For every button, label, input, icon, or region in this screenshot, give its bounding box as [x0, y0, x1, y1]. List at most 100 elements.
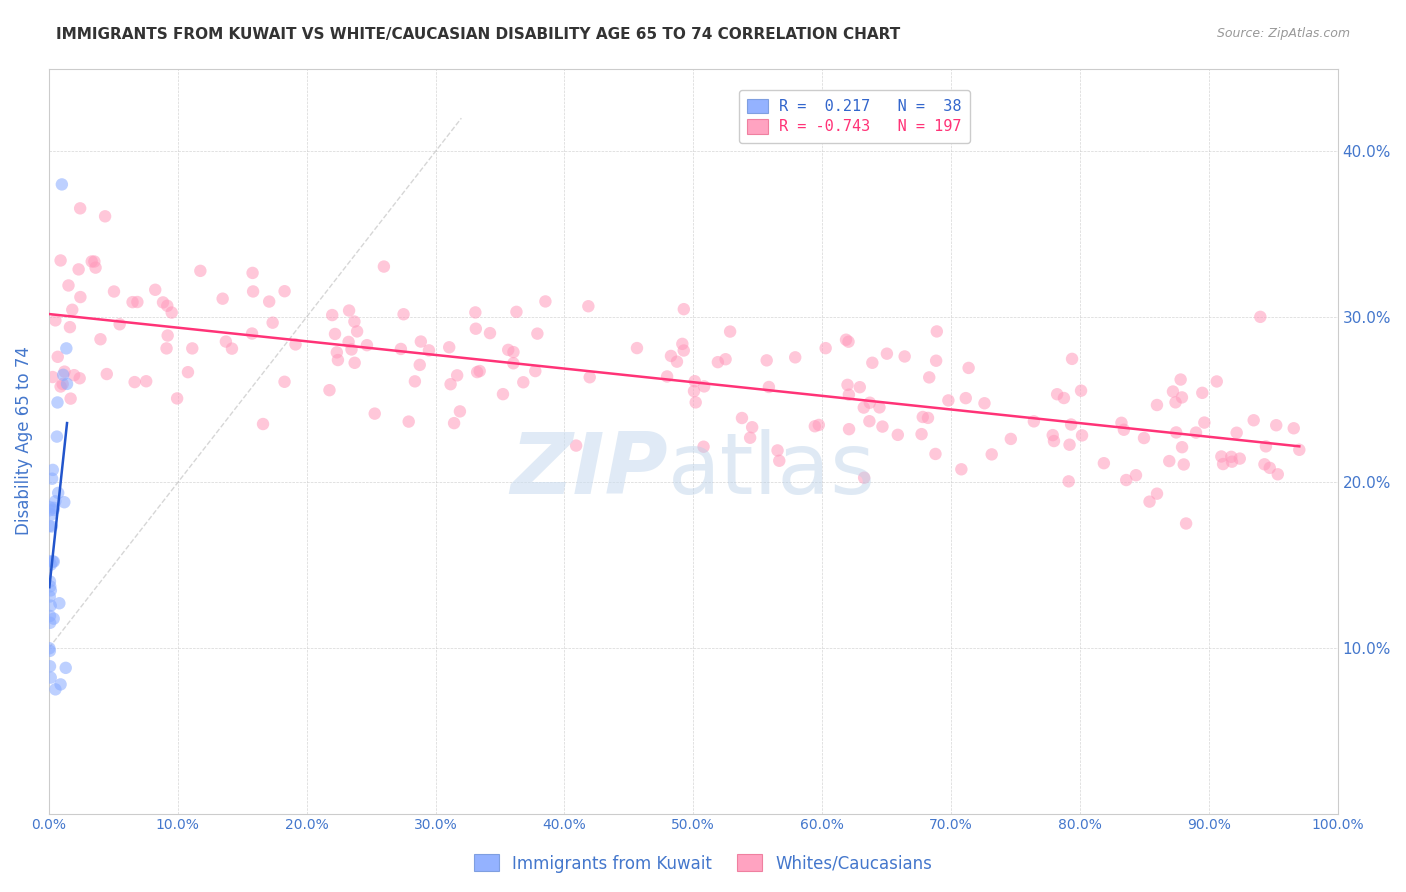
Point	[1166, 425, 1188, 440]
Point	[766, 443, 789, 458]
Point	[837, 334, 859, 349]
Point	[1211, 450, 1233, 464]
Point	[38, 641, 60, 656]
Text: IMMIGRANTS FROM KUWAIT VS WHITE/CAUCASIAN DISABILITY AGE 65 TO 74 CORRELATION CH: IMMIGRANTS FROM KUWAIT VS WHITE/CAUCASIA…	[56, 27, 900, 42]
Point	[1046, 387, 1069, 401]
Point	[156, 299, 179, 313]
Point	[46, 350, 69, 364]
Point	[318, 383, 340, 397]
Point	[955, 391, 977, 405]
Point	[449, 404, 471, 418]
Point	[221, 342, 243, 356]
Point	[39, 659, 62, 673]
Point	[917, 410, 939, 425]
Point	[464, 305, 486, 319]
Point	[910, 427, 932, 442]
Point	[1139, 494, 1161, 508]
Text: Source: ZipAtlas.com: Source: ZipAtlas.com	[1216, 27, 1350, 40]
Point	[1042, 428, 1064, 442]
Point	[524, 364, 547, 378]
Point	[1000, 432, 1022, 446]
Point	[465, 365, 488, 379]
Point	[42, 463, 65, 477]
Point	[409, 334, 432, 349]
Point	[683, 384, 706, 398]
Point	[242, 266, 264, 280]
Point	[492, 387, 515, 401]
Point	[852, 401, 875, 415]
Point	[69, 290, 91, 304]
Point	[1171, 440, 1194, 454]
Point	[257, 294, 280, 309]
Point	[565, 439, 588, 453]
Point	[707, 355, 730, 369]
Point	[67, 262, 90, 277]
Point	[755, 353, 778, 368]
Point	[464, 322, 486, 336]
Point	[807, 417, 830, 432]
Point	[69, 371, 91, 385]
Point	[273, 284, 295, 298]
Point	[343, 356, 366, 370]
Point	[52, 377, 75, 392]
Point	[672, 343, 695, 358]
Point	[38, 644, 60, 658]
Point	[240, 326, 263, 341]
Point	[1282, 421, 1305, 435]
Point	[389, 342, 412, 356]
Point	[869, 401, 891, 415]
Point	[1092, 456, 1115, 470]
Point	[83, 254, 105, 268]
Point	[835, 333, 858, 347]
Point	[1175, 516, 1198, 531]
Point	[392, 307, 415, 321]
Point	[373, 260, 395, 274]
Point	[887, 427, 910, 442]
Point	[38, 554, 60, 568]
Point	[39, 558, 62, 572]
Text: atlas: atlas	[668, 429, 876, 512]
Point	[41, 472, 63, 486]
Point	[143, 283, 166, 297]
Point	[1125, 468, 1147, 483]
Legend: R =  0.217   N =  38, R = -0.743   N = 197: R = 0.217 N = 38, R = -0.743 N = 197	[738, 90, 970, 143]
Y-axis label: Disability Age 65 to 74: Disability Age 65 to 74	[15, 347, 32, 535]
Point	[1226, 425, 1249, 440]
Point	[918, 370, 941, 384]
Point	[340, 343, 363, 357]
Point	[80, 254, 103, 268]
Point	[55, 342, 77, 356]
Point	[665, 354, 688, 368]
Point	[1288, 442, 1310, 457]
Point	[768, 454, 790, 468]
Point	[1057, 475, 1080, 489]
Point	[409, 358, 432, 372]
Point	[326, 345, 349, 359]
Point	[343, 314, 366, 328]
Point	[893, 350, 915, 364]
Point	[502, 356, 524, 370]
Point	[188, 264, 211, 278]
Point	[1043, 434, 1066, 448]
Point	[659, 349, 682, 363]
Point	[41, 508, 63, 522]
Point	[626, 341, 648, 355]
Point	[41, 370, 63, 384]
Point	[505, 305, 527, 319]
Point	[1059, 438, 1081, 452]
Point	[876, 346, 898, 360]
Point	[1111, 416, 1133, 430]
Point	[49, 677, 72, 691]
Point	[1060, 417, 1083, 432]
Point	[814, 341, 837, 355]
Point	[53, 365, 76, 379]
Point	[45, 429, 67, 443]
Point	[121, 295, 143, 310]
Point	[39, 599, 62, 613]
Point	[872, 419, 894, 434]
Point	[1060, 351, 1083, 366]
Point	[321, 308, 343, 322]
Point	[49, 253, 72, 268]
Point	[94, 210, 117, 224]
Point	[1243, 413, 1265, 427]
